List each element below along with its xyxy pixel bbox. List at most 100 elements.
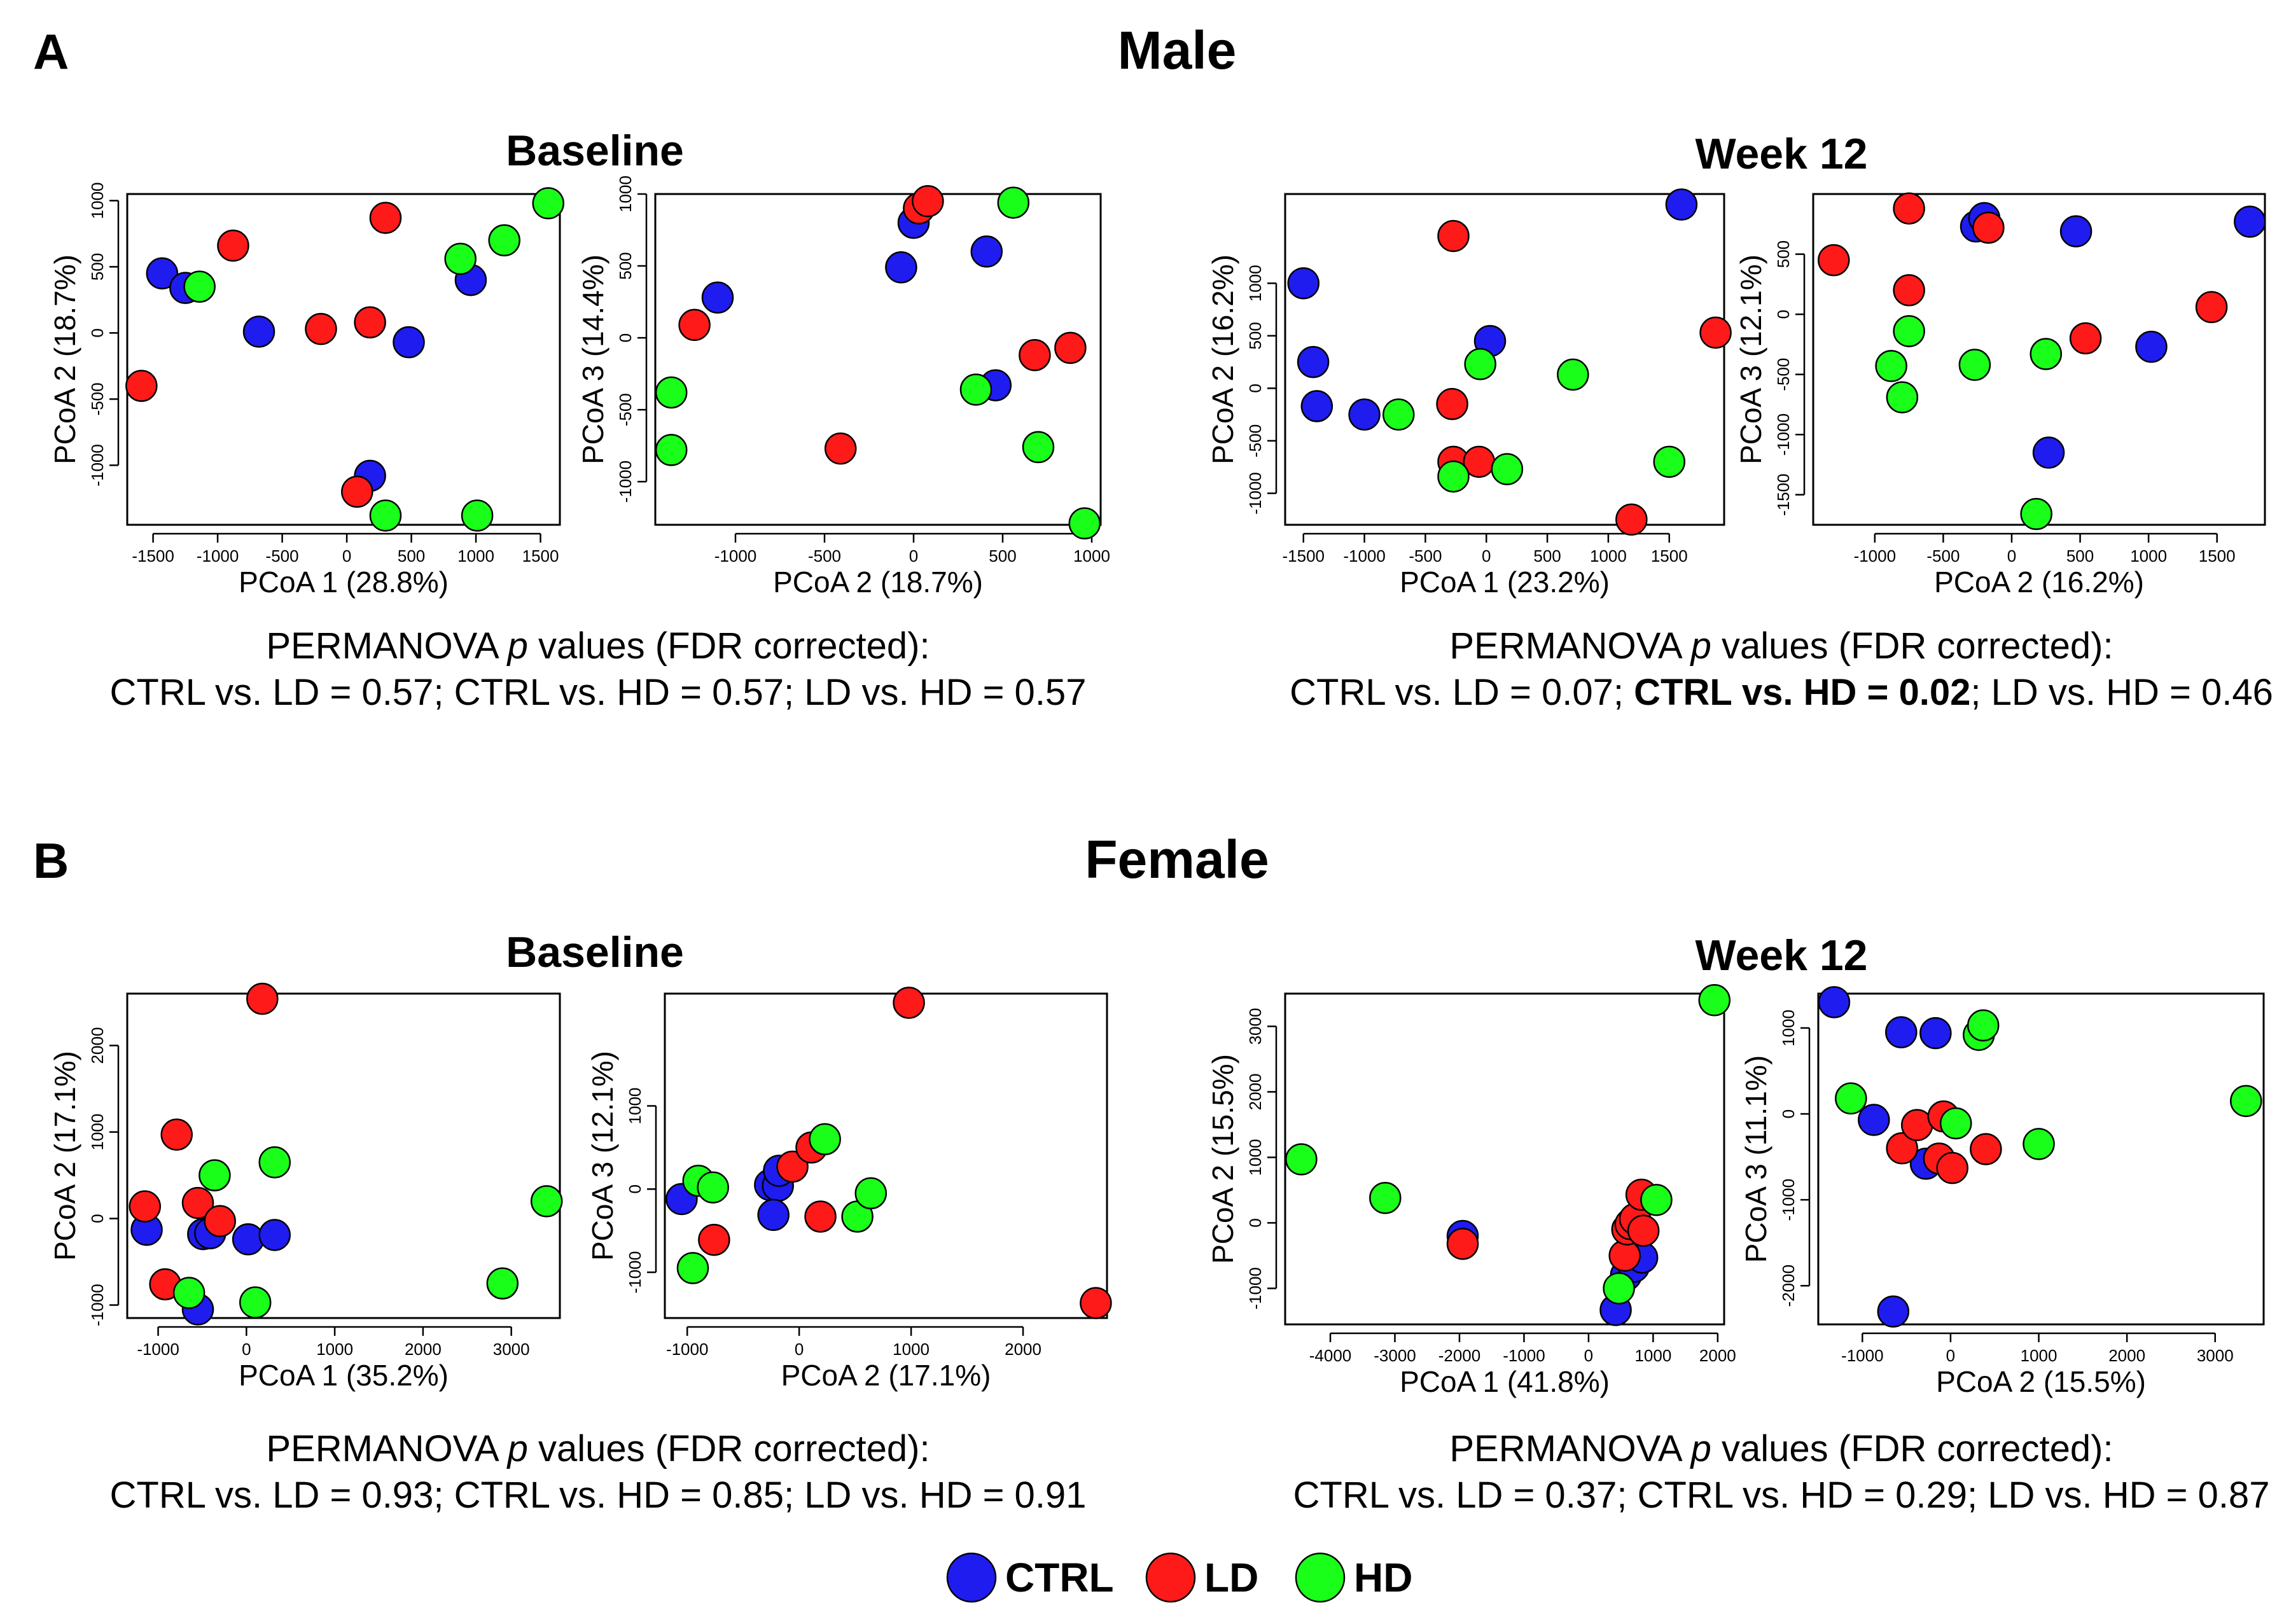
x-tick-label: -1000 bbox=[1841, 1346, 1884, 1365]
point-ctrl bbox=[1877, 1295, 1910, 1328]
point-ctrl bbox=[1348, 398, 1381, 431]
point-hd bbox=[258, 1146, 291, 1179]
plot-male_baseline_pc12: -1500 -1000 -500 0 500 1000 1500 -1000 -500 0 500 1… bbox=[48, 182, 564, 599]
y-tick-label: 0 bbox=[88, 1214, 107, 1223]
x-tick-label: -1500 bbox=[1283, 546, 1325, 566]
point-ld bbox=[217, 229, 249, 262]
point-ld bbox=[698, 1223, 730, 1256]
point-ctrl bbox=[146, 257, 179, 290]
y-axis-label: PCoA 3 (11.1%) bbox=[1739, 1055, 1772, 1263]
x-tick-label: -2000 bbox=[1438, 1346, 1481, 1365]
point-ld bbox=[776, 1150, 809, 1183]
point-hd bbox=[1886, 381, 1919, 413]
x-tick-label: -1000 bbox=[714, 546, 757, 566]
x-tick-label: 500 bbox=[2066, 546, 2094, 566]
y-tick-label: -500 bbox=[88, 382, 107, 415]
point-hd bbox=[676, 1252, 709, 1284]
legend-hd-label: HD bbox=[1354, 1555, 1412, 1600]
x-axis-label: PCoA 1 (35.2%) bbox=[239, 1359, 449, 1392]
point-ctrl bbox=[2032, 436, 2065, 469]
y-tick-label: 1000 bbox=[625, 1088, 644, 1125]
point-ld bbox=[1970, 1133, 2002, 1165]
point-hd bbox=[959, 373, 992, 406]
x-tick-label: 3000 bbox=[2197, 1346, 2234, 1365]
legend-ld-label: LD bbox=[1204, 1555, 1258, 1600]
x-tick-label: -1000 bbox=[1503, 1346, 1545, 1365]
point-ctrl bbox=[1919, 1017, 1952, 1050]
point-ld bbox=[369, 202, 402, 234]
x-axis-label: PCoA 1 (28.8%) bbox=[239, 566, 449, 599]
point-ctrl bbox=[1665, 188, 1698, 221]
y-tick-label: 3000 bbox=[1246, 1008, 1265, 1045]
y-tick-label: 1000 bbox=[1246, 1139, 1265, 1176]
y-tick-label: 0 bbox=[1774, 310, 1793, 319]
x-tick-label: 2000 bbox=[1699, 1346, 1736, 1365]
legend-ctrl-label: CTRL bbox=[1005, 1555, 1114, 1600]
point-hd bbox=[1557, 358, 1589, 391]
point-hd bbox=[198, 1159, 231, 1191]
point-ld bbox=[678, 309, 711, 341]
permanova-values: CTRL vs. LD = 0.57; CTRL vs. HD = 0.57; … bbox=[110, 672, 1087, 713]
x-tick-label: 1000 bbox=[2021, 1346, 2058, 1365]
y-tick-label: -1000 bbox=[1774, 413, 1793, 456]
point-hd bbox=[1893, 315, 1925, 347]
x-tick-label: 2000 bbox=[405, 1340, 442, 1359]
title-female: Female bbox=[1085, 829, 1269, 889]
y-tick-label: -1000 bbox=[88, 1284, 107, 1326]
point-hd bbox=[239, 1286, 272, 1319]
point-ctrl bbox=[2135, 330, 2168, 363]
point-ctrl bbox=[1287, 267, 1320, 300]
point-ld bbox=[1054, 331, 1087, 364]
point-hd bbox=[532, 187, 564, 219]
point-hd bbox=[1369, 1182, 1402, 1214]
point-hd bbox=[1068, 507, 1101, 539]
y-tick-label: -1000 bbox=[616, 461, 635, 503]
permanova-header: PERMANOVA p values (FDR corrected): bbox=[1449, 625, 2113, 667]
point-hd bbox=[655, 434, 688, 466]
point-ctrl bbox=[232, 1223, 265, 1256]
x-tick-label: 1000 bbox=[2130, 546, 2167, 566]
point-hd bbox=[1958, 349, 1991, 381]
x-tick-label: 0 bbox=[342, 546, 351, 566]
panel-letter-a: A bbox=[33, 24, 69, 80]
point-ctrl bbox=[701, 281, 734, 314]
permanova-values: CTRL vs. LD = 0.93; CTRL vs. HD = 0.85; … bbox=[110, 1475, 1087, 1516]
point-hd bbox=[1835, 1082, 1867, 1115]
point-ld bbox=[1436, 387, 1468, 420]
point-ld bbox=[1446, 1228, 1479, 1260]
y-axis-label: PCoA 3 (14.4%) bbox=[576, 254, 609, 464]
point-ctrl bbox=[258, 1219, 291, 1251]
point-ld bbox=[1080, 1287, 1112, 1319]
y-tick-label: 1000 bbox=[1779, 1010, 1798, 1046]
x-tick-label: -500 bbox=[266, 546, 299, 566]
point-hd bbox=[1653, 445, 1685, 478]
x-tick-label: 1500 bbox=[2199, 546, 2236, 566]
x-tick-label: 1000 bbox=[1590, 546, 1627, 566]
point-ctrl bbox=[885, 251, 917, 284]
point-hd bbox=[1491, 453, 1524, 485]
point-ld bbox=[341, 475, 373, 508]
permanova-female-baseline: PERMANOVA p values (FDR corrected): CTRL… bbox=[110, 1428, 1087, 1516]
x-tick-label: 0 bbox=[795, 1340, 804, 1359]
y-axis-label: PCoA 3 (12.1%) bbox=[1734, 254, 1767, 464]
title-male: Male bbox=[1118, 20, 1237, 80]
plot-frame bbox=[1817, 992, 2265, 1326]
y-axis-label: PCoA 2 (16.2%) bbox=[1206, 254, 1239, 464]
significant-result: CTRL vs. HD = 0.02 bbox=[1634, 672, 1970, 713]
plot-male_week12_pc12: -1500 -1000 -500 0 500 1000 1500 -1000 -500 0 500 1… bbox=[1206, 188, 1732, 599]
legend-hd-swatch bbox=[1295, 1552, 1346, 1603]
x-tick-label: -1000 bbox=[1343, 546, 1386, 566]
permanova-values: CTRL vs. LD = 0.07; CTRL vs. HD = 0.02; … bbox=[1290, 672, 2273, 713]
y-tick-label: 0 bbox=[1246, 1218, 1265, 1227]
x-axis-label: PCoA 2 (16.2%) bbox=[1934, 566, 2144, 599]
point-ld bbox=[1893, 192, 1925, 225]
point-ctrl bbox=[242, 316, 275, 348]
y-tick-label: -1500 bbox=[1774, 473, 1793, 516]
point-hd bbox=[530, 1185, 563, 1218]
point-ctrl bbox=[1818, 986, 1851, 1018]
plot-frame bbox=[126, 193, 561, 526]
y-tick-label: -2000 bbox=[1779, 1265, 1798, 1307]
point-hd bbox=[1603, 1272, 1635, 1305]
point-ctrl bbox=[1858, 1104, 1890, 1136]
